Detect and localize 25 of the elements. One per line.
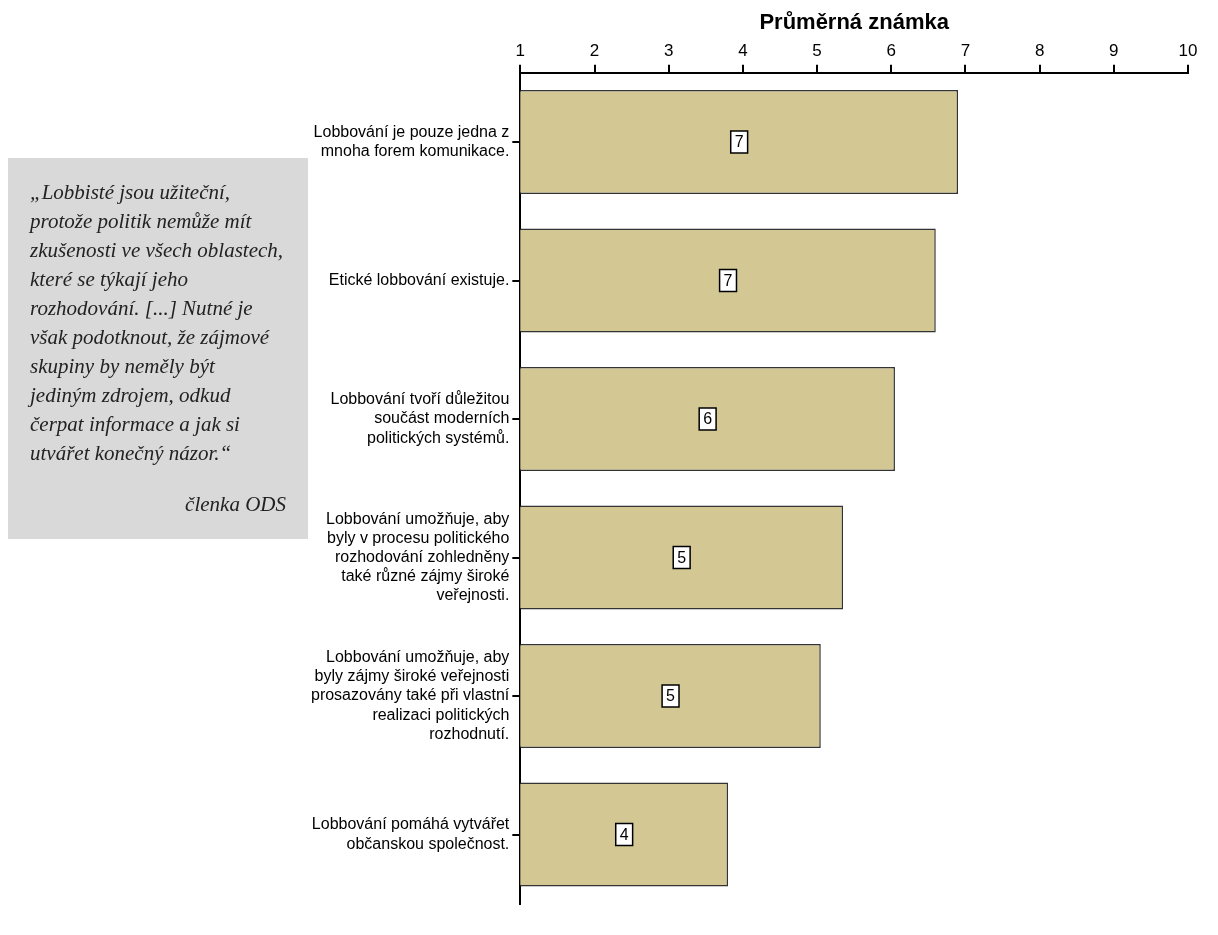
data-label: 5 — [666, 687, 676, 705]
x-tick-label: 10 — [1178, 41, 1198, 61]
y-tick-label: Lobbování pomáhá vytvářet občanskou společnost. — [311, 815, 510, 852]
x-tick-label: 2 — [589, 41, 600, 61]
x-tick-label: 3 — [663, 41, 674, 61]
data-label: 7 — [734, 133, 744, 151]
data-label: 6 — [703, 410, 713, 428]
x-axis-title: Průměrná známka — [759, 9, 950, 35]
text: členka ODS — [184, 491, 286, 518]
text: „Lobbisté jsou užiteční, protože politik nemůže mít zkušenosti ve všech oblastech, které se týkají jeho rozhodování. [...] Nutné je však podotknout, že zájmové skupiny by neměly být jediným zdrojem, odkud čerpat informace a jak si utvářet konečný názor.“ — [30, 180, 284, 465]
y-tick-label: Lobbování je pouze jedna z mnoha forem komunikace. — [313, 122, 510, 160]
x-tick-label: 1 — [515, 41, 526, 61]
x-tick-label: 6 — [886, 41, 896, 61]
data-label: 7 — [723, 271, 733, 289]
x-tick-label: 4 — [738, 41, 748, 61]
y-tick-label: Lobbování umožňuje, aby byly zájmy široké veřejnosti prosazovány také při vlastní realizaci politických rozhodnutí. — [310, 648, 510, 742]
y-tick-label: Lobbování umožňuje, aby byly v procesu politického rozhodování zohledněny také různé zájmy široké veřejnosti. — [326, 509, 510, 604]
x-tick-label: 8 — [1034, 41, 1045, 61]
y-tick-label: Lobbování tvoří důležitou součást moderních politických systémů. — [330, 390, 510, 446]
x-tick-label: 9 — [1109, 41, 1119, 61]
data-label: 5 — [677, 548, 687, 566]
data-label: 4 — [619, 825, 629, 843]
x-tick-label: 5 — [812, 41, 822, 61]
x-tick-label: 7 — [960, 41, 971, 61]
y-tick-label: Etické lobbování existuje. — [328, 270, 510, 288]
